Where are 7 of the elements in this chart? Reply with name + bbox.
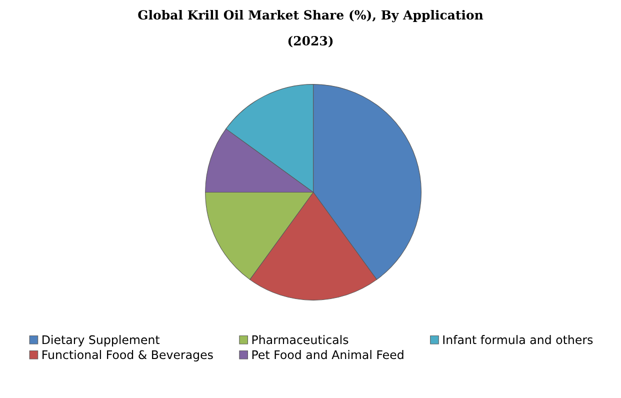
legend-label: Pharmaceuticals <box>252 335 348 344</box>
legend-label: Pet Food and Animal Feed <box>252 350 404 360</box>
chart-title: Global Krill Oil Market Share (%), By Application <box>138 10 484 22</box>
legend-label: Infant formula and others <box>443 335 593 344</box>
chart-subtitle: (2023) <box>288 36 333 48</box>
legend-label: Functional Food & Beverages <box>42 350 213 362</box>
legend-label: Dietary Supplement <box>42 335 160 346</box>
